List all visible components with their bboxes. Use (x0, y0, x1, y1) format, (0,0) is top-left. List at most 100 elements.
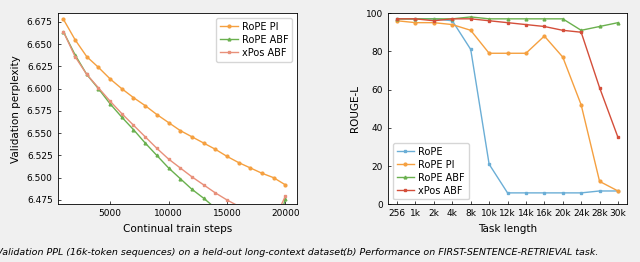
RoPE ABF (485, 17, 493, 20)
xPos ABF (577, 31, 585, 34)
X-axis label: Continual train steps: Continual train steps (123, 224, 232, 234)
xPos ABF (559, 29, 566, 32)
Legend: RoPE, RoPE PI, RoPE ABF, xPos ABF: RoPE, RoPE PI, RoPE ABF, xPos ABF (393, 143, 468, 199)
RoPE ABF (200, 196, 207, 200)
RoPE (577, 191, 585, 194)
xPos ABF (95, 86, 102, 89)
xPos ABF (177, 166, 184, 170)
RoPE PI (596, 180, 604, 183)
RoPE ABF (449, 17, 456, 20)
RoPE ABF (393, 17, 401, 20)
xPos ABF (153, 147, 161, 150)
RoPE (504, 191, 511, 194)
RoPE PI (153, 113, 161, 116)
xPos ABF (449, 17, 456, 20)
xPos ABF (467, 17, 474, 20)
xPos ABF (141, 135, 149, 138)
RoPE ABF (596, 25, 604, 28)
RoPE PI (246, 166, 254, 170)
RoPE (614, 189, 622, 193)
xPos ABF (235, 205, 243, 208)
RoPE ABF (258, 236, 266, 239)
RoPE ABF (235, 222, 243, 226)
RoPE ABF (83, 73, 91, 76)
Line: RoPE PI: RoPE PI (62, 18, 287, 186)
xPos ABF (106, 100, 114, 103)
xPos ABF (282, 195, 289, 198)
RoPE ABF (282, 198, 289, 201)
RoPE ABF (246, 228, 254, 232)
RoPE (467, 48, 474, 51)
RoPE ABF (153, 154, 161, 157)
RoPE PI (467, 29, 474, 32)
xPos ABF (258, 215, 266, 219)
RoPE (522, 191, 530, 194)
RoPE ABF (541, 17, 548, 20)
RoPE ABF (269, 241, 277, 244)
RoPE ABF (106, 102, 114, 105)
RoPE (449, 19, 456, 22)
RoPE PI (412, 21, 419, 24)
Line: RoPE ABF: RoPE ABF (396, 15, 620, 32)
RoPE ABF (188, 188, 196, 191)
Line: xPos ABF: xPos ABF (62, 30, 287, 223)
RoPE (559, 191, 566, 194)
xPos ABF (71, 55, 79, 58)
RoPE (412, 17, 419, 20)
RoPE PI (200, 141, 207, 145)
RoPE (541, 191, 548, 194)
xPos ABF (541, 25, 548, 28)
RoPE PI (258, 172, 266, 175)
Line: xPos ABF: xPos ABF (396, 18, 620, 139)
xPos ABF (211, 191, 219, 194)
xPos ABF (596, 86, 604, 89)
RoPE ABF (412, 17, 419, 20)
RoPE PI (393, 19, 401, 22)
RoPE (596, 189, 604, 193)
RoPE ABF (504, 17, 511, 20)
RoPE PI (504, 52, 511, 55)
xPos ABF (412, 17, 419, 20)
RoPE ABF (223, 214, 231, 217)
RoPE PI (485, 52, 493, 55)
xPos ABF (200, 183, 207, 186)
Y-axis label: Validation perplexity: Validation perplexity (12, 55, 21, 163)
xPos ABF (393, 17, 401, 20)
Line: RoPE ABF: RoPE ABF (62, 30, 287, 244)
RoPE PI (188, 135, 196, 138)
xPos ABF (118, 112, 125, 115)
RoPE ABF (559, 17, 566, 20)
xPos ABF (130, 124, 138, 127)
xPos ABF (522, 23, 530, 26)
RoPE PI (211, 148, 219, 151)
RoPE PI (541, 35, 548, 38)
RoPE (393, 17, 401, 20)
RoPE PI (60, 18, 67, 21)
xPos ABF (269, 220, 277, 223)
RoPE PI (106, 77, 114, 80)
RoPE PI (269, 176, 277, 179)
xPos ABF (246, 210, 254, 213)
RoPE PI (559, 56, 566, 59)
xPos ABF (83, 73, 91, 76)
Legend: RoPE PI, RoPE ABF, xPos ABF: RoPE PI, RoPE ABF, xPos ABF (216, 18, 292, 62)
RoPE (430, 17, 438, 20)
RoPE ABF (164, 166, 172, 170)
RoPE PI (430, 21, 438, 24)
RoPE PI (83, 55, 91, 58)
RoPE ABF (118, 116, 125, 119)
X-axis label: Task length: Task length (478, 224, 537, 234)
Text: (b) Performance on FIRST-SENTENCE-RETRIEVAL task.: (b) Performance on FIRST-SENTENCE-RETRIE… (342, 248, 598, 257)
RoPE PI (130, 96, 138, 99)
RoPE ABF (60, 30, 67, 33)
RoPE PI (223, 155, 231, 158)
RoPE PI (282, 183, 289, 186)
xPos ABF (60, 30, 67, 33)
RoPE PI (177, 129, 184, 132)
RoPE ABF (211, 206, 219, 210)
RoPE PI (235, 161, 243, 164)
RoPE ABF (95, 87, 102, 90)
RoPE ABF (177, 177, 184, 180)
Y-axis label: ROUGE-L: ROUGE-L (350, 85, 360, 132)
RoPE ABF (522, 17, 530, 20)
